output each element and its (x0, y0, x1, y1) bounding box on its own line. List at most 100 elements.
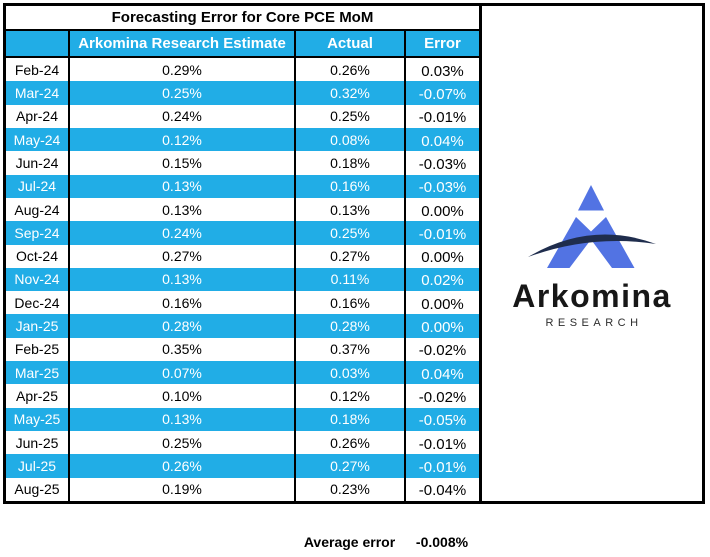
cell-month: Aug-25 (6, 477, 70, 501)
table-row: Aug-25 0.19% 0.23% -0.04% (6, 477, 479, 501)
arkomina-logo-icon (528, 184, 656, 268)
cell-month: Jul-24 (6, 174, 70, 198)
cell-actual: 0.26% (296, 431, 406, 455)
cell-error: 0.00% (421, 295, 464, 313)
cell-estimate: 0.25% (70, 431, 296, 455)
cell-actual: 0.23% (296, 477, 406, 501)
cell-actual: 0.16% (296, 174, 406, 198)
cell-month: Dec-24 (6, 291, 70, 315)
cell-estimate: 0.27% (70, 244, 296, 268)
cell-estimate: 0.25% (70, 81, 296, 105)
cell-error: -0.01% (418, 458, 467, 476)
table-row: May-24 0.12% 0.08% 0.04% (6, 127, 479, 152)
table-row: Oct-24 0.27% 0.27% 0.00% (6, 244, 479, 268)
cell-error: -0.07% (418, 85, 467, 103)
cell-actual: 0.25% (296, 221, 406, 245)
header-estimate: Arkomina Research Estimate (70, 31, 296, 56)
cell-actual: 0.37% (296, 337, 406, 362)
cell-estimate: 0.13% (70, 267, 296, 292)
cell-month: Nov-24 (6, 267, 70, 292)
table-body: Feb-24 0.29% 0.26% 0.03% Mar-24 0.25% 0.32% -0.… (6, 58, 479, 501)
cell-error: -0.03% (418, 179, 467, 197)
cell-estimate: 0.13% (70, 407, 296, 431)
cell-actual: 0.13% (296, 197, 406, 222)
table-row: Jun-25 0.25% 0.26% -0.01% (6, 431, 479, 455)
logo-subtitle: RESEARCH (545, 316, 643, 329)
cell-actual: 0.28% (296, 314, 406, 338)
cell-month: Jan-25 (6, 314, 70, 338)
header-actual: Actual (296, 31, 406, 56)
cell-actual: 0.18% (296, 151, 406, 175)
table-row: Dec-24 0.16% 0.16% 0.00% (6, 291, 479, 315)
cell-month: Jun-25 (6, 431, 70, 455)
cell-estimate: 0.16% (70, 291, 296, 315)
cell-error: -0.05% (418, 412, 467, 430)
cell-error: -0.03% (418, 155, 467, 173)
cell-month: Jun-24 (6, 151, 70, 175)
content-frame: Forecasting Error for Core PCE MoM Arkom… (3, 3, 705, 504)
cell-estimate: 0.10% (70, 384, 296, 408)
cell-error: -0.01% (418, 435, 467, 453)
cell-month: Apr-25 (6, 384, 70, 408)
table-row: Mar-25 0.07% 0.03% 0.04% (6, 361, 479, 385)
cell-estimate: 0.24% (70, 104, 296, 128)
cell-estimate: 0.07% (70, 361, 296, 385)
cell-error: -0.02% (418, 342, 467, 360)
cell-estimate: 0.19% (70, 477, 296, 501)
cell-actual: 0.26% (296, 58, 406, 82)
header-error: Error (424, 35, 461, 52)
cell-actual: 0.27% (296, 244, 406, 268)
cell-actual: 0.08% (296, 127, 406, 152)
cell-month: May-24 (6, 127, 70, 152)
table-header: Arkomina Research Estimate Actual Error (6, 31, 479, 58)
cell-error: -0.04% (418, 482, 467, 500)
cell-estimate: 0.29% (70, 58, 296, 82)
cell-error: 0.00% (421, 319, 464, 337)
forecast-table: Forecasting Error for Core PCE MoM Arkom… (6, 6, 482, 501)
cell-estimate: 0.35% (70, 337, 296, 362)
table-row: Jul-25 0.26% 0.27% -0.01% (6, 454, 479, 478)
header-month (6, 31, 70, 56)
cell-estimate: 0.26% (70, 454, 296, 478)
logo-panel: Arkomina RESEARCH (482, 6, 702, 501)
cell-error: 0.03% (421, 62, 464, 80)
cell-month: Aug-24 (6, 197, 70, 222)
cell-error: -0.01% (418, 225, 467, 243)
cell-actual: 0.12% (296, 384, 406, 408)
cell-estimate: 0.15% (70, 151, 296, 175)
cell-month: Feb-24 (6, 58, 70, 82)
table-row: Jul-24 0.13% 0.16% -0.03% (6, 174, 479, 198)
logo-a-body (547, 216, 635, 268)
table-row: Sep-24 0.24% 0.25% -0.01% (6, 221, 479, 245)
cell-error: 0.02% (421, 272, 464, 290)
table-row: Feb-25 0.35% 0.37% -0.02% (6, 337, 479, 362)
cell-actual: 0.16% (296, 291, 406, 315)
logo-wordmark: Arkomina (512, 277, 672, 314)
average-error-label: Average error (303, 534, 396, 550)
cell-estimate: 0.12% (70, 127, 296, 152)
cell-error: 0.00% (421, 249, 464, 267)
cell-actual: 0.03% (296, 361, 406, 385)
cell-error: -0.02% (418, 389, 467, 407)
cell-error: 0.00% (421, 202, 464, 220)
table-row: Aug-24 0.13% 0.13% 0.00% (6, 197, 479, 222)
cell-actual: 0.32% (296, 81, 406, 105)
cell-month: Mar-25 (6, 361, 70, 385)
cell-month: May-25 (6, 407, 70, 431)
table-row: Nov-24 0.13% 0.11% 0.02% (6, 267, 479, 292)
cell-month: Mar-24 (6, 81, 70, 105)
cell-estimate: 0.13% (70, 174, 296, 198)
cell-actual: 0.25% (296, 104, 406, 128)
cell-actual: 0.27% (296, 454, 406, 478)
cell-error: 0.04% (421, 132, 464, 150)
table-row: Jun-24 0.15% 0.18% -0.03% (6, 151, 479, 175)
table-row: Jan-25 0.28% 0.28% 0.00% (6, 314, 479, 338)
cell-estimate: 0.28% (70, 314, 296, 338)
cell-actual: 0.18% (296, 407, 406, 431)
cell-month: Feb-25 (6, 337, 70, 362)
logo-apex-triangle (578, 184, 604, 210)
cell-month: Oct-24 (6, 244, 70, 268)
cell-estimate: 0.13% (70, 197, 296, 222)
table-row: Feb-24 0.29% 0.26% 0.03% (6, 58, 479, 82)
cell-error: -0.01% (418, 109, 467, 127)
